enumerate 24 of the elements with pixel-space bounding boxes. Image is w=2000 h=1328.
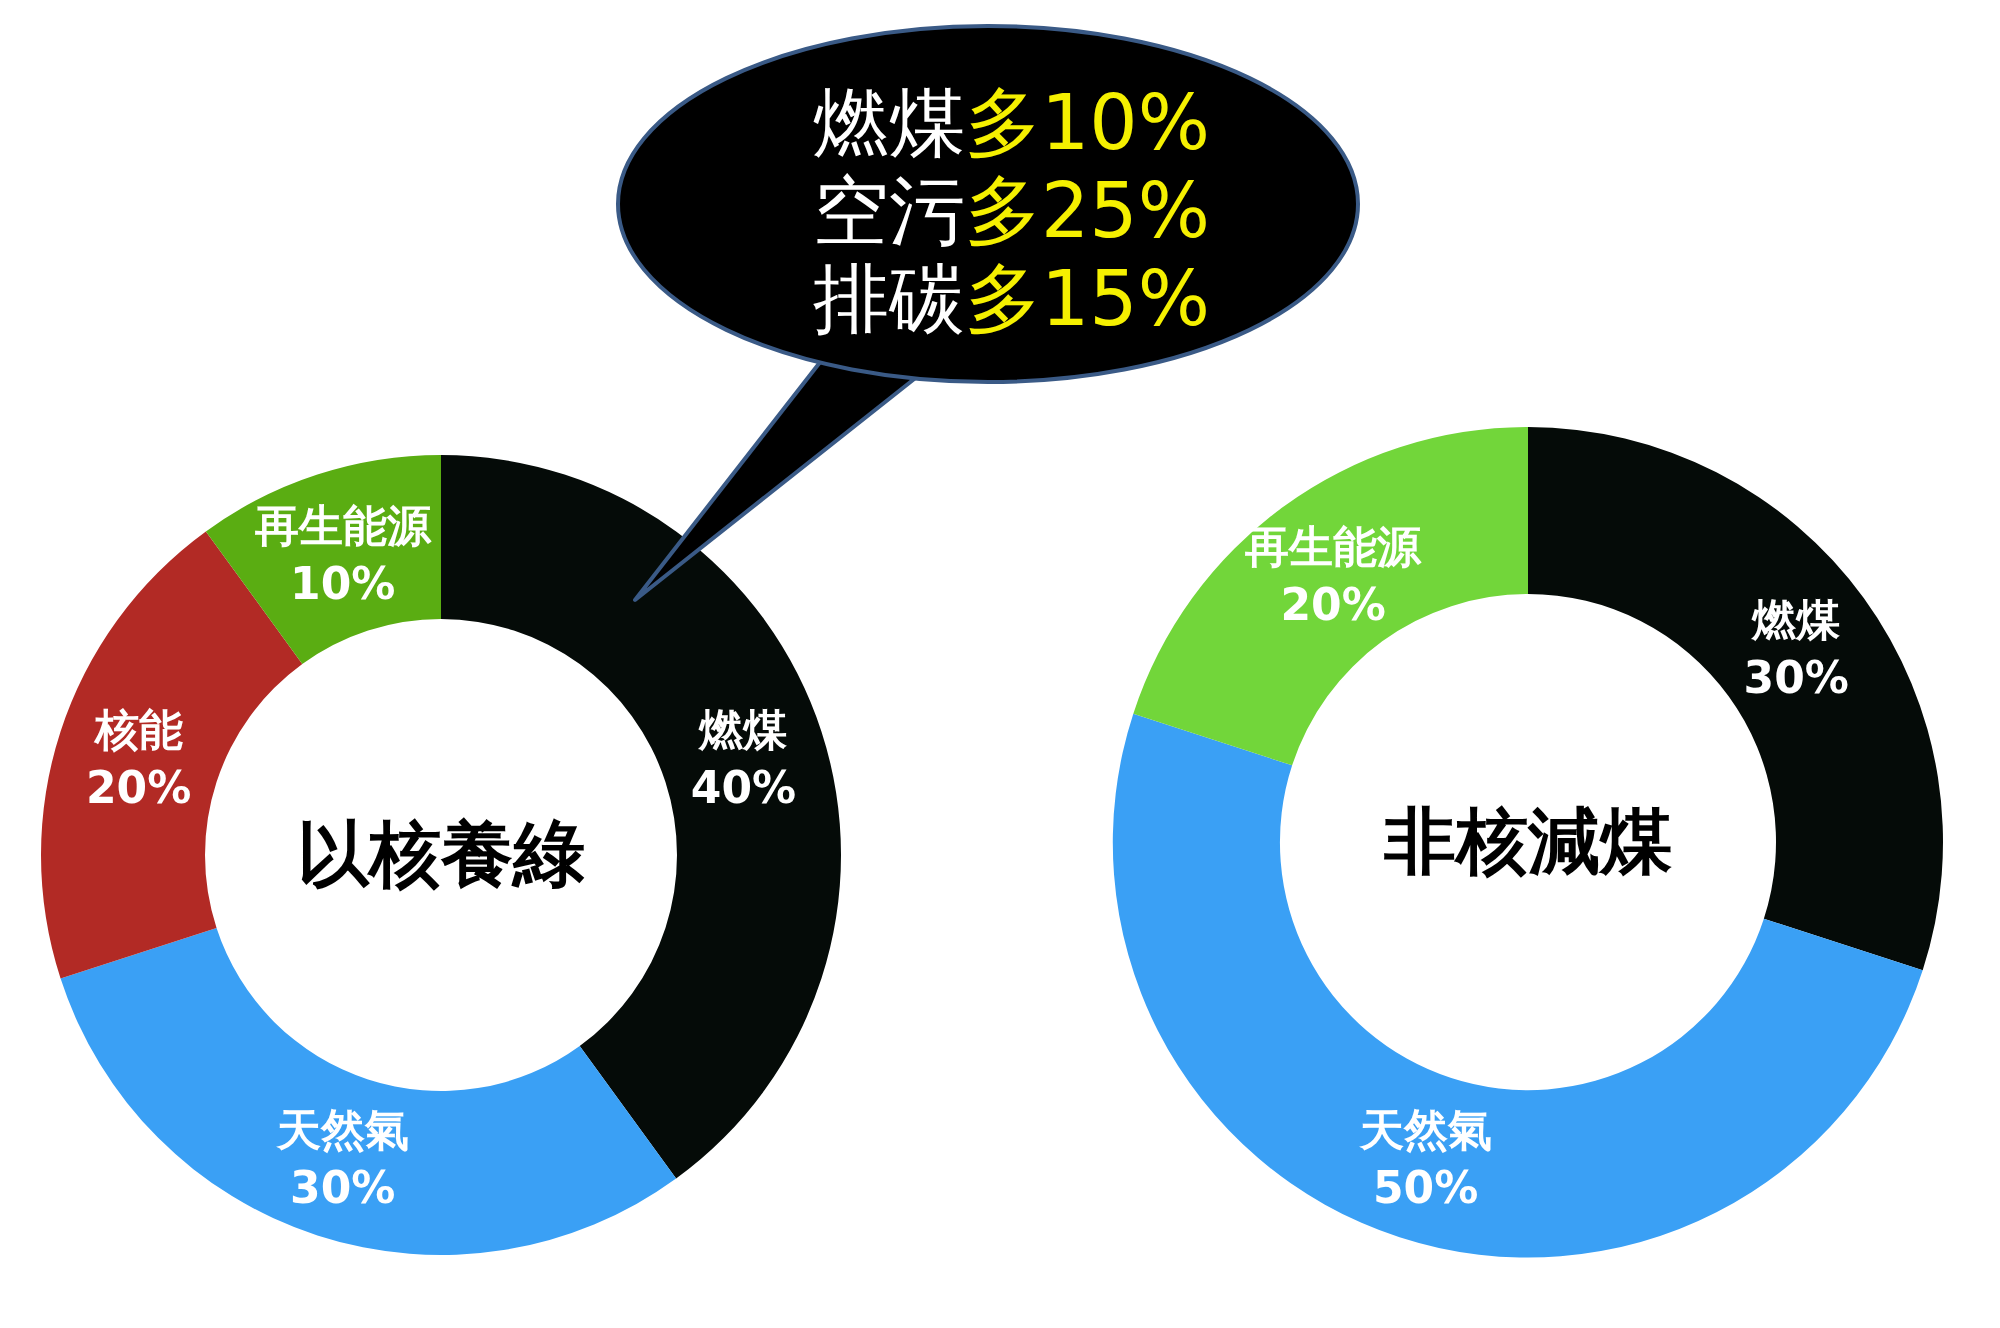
slice-label: 天然氣 — [1358, 1104, 1492, 1156]
data-label: 20% — [85, 761, 192, 813]
slice-label: 核能 — [92, 703, 183, 755]
text: 空污多25% — [813, 166, 1210, 255]
donut-slice — [1133, 427, 1528, 766]
donut-slice — [60, 927, 677, 1255]
text: 非核減煤 — [1383, 799, 1672, 883]
data-label: 30% — [290, 1162, 396, 1214]
donut-slice — [441, 455, 841, 1179]
slice-label: 再生能源 — [1244, 520, 1423, 572]
data-label: 10% — [290, 557, 396, 609]
text: 排碳多15% — [813, 254, 1210, 343]
donut-slice — [1113, 713, 1923, 1258]
donut-slice — [1528, 427, 1943, 971]
slice-label: 再生能源 — [253, 499, 432, 551]
data-label: 20% — [1280, 578, 1386, 630]
text: 燃煤多10% — [813, 78, 1210, 167]
data-label: 50% — [1372, 1162, 1479, 1214]
slice-label: 天然氣 — [275, 1104, 409, 1156]
data-label: 30% — [1743, 652, 1849, 704]
text: 以核養綠 — [297, 812, 585, 896]
slice-label: 燃煤 — [1750, 594, 1841, 646]
slice-label: 燃煤 — [697, 703, 788, 755]
data-label: 40% — [690, 761, 797, 813]
